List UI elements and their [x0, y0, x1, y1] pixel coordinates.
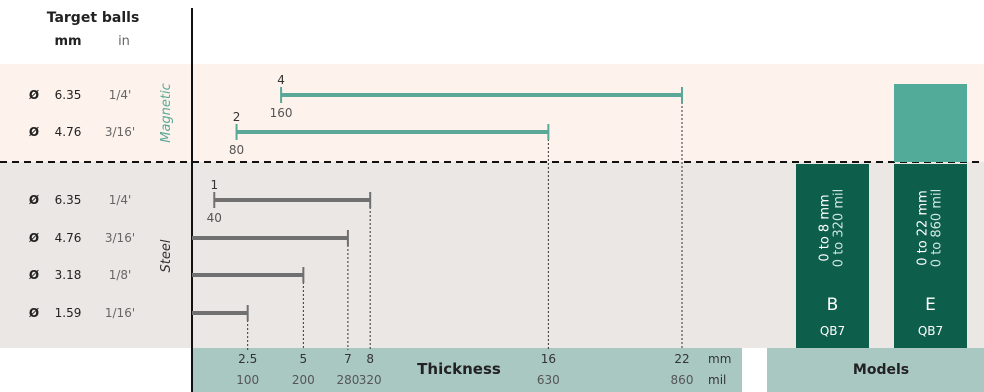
diameter-mm: 3.18 — [55, 268, 82, 282]
start-label-mm: 4 — [277, 73, 285, 87]
model-code: QB7 — [820, 324, 845, 338]
model-magnetic-block — [894, 84, 967, 162]
diameter-in: 3/16' — [105, 231, 135, 245]
axis-band — [193, 348, 742, 392]
x-axis-title: Thickness — [417, 360, 501, 378]
model-range-mm: 0 to 22 mm — [916, 190, 931, 266]
diameter-in: 1/8' — [109, 268, 132, 282]
model-range-mil: 0 to 860 mil — [930, 189, 945, 267]
model-range-text: 0 to 8 mm 0 to 320 mil — [818, 189, 847, 267]
tick-label-mm: 22 — [674, 352, 689, 366]
model-steel-block — [894, 164, 967, 348]
model-code: QB7 — [918, 324, 943, 338]
group-label-magnetic: Magnetic — [159, 83, 174, 143]
x-unit-mil: mil — [708, 373, 726, 387]
models-title: Models — [853, 362, 909, 378]
tick-label-mil: 280 — [336, 373, 359, 387]
magnetic-band — [0, 64, 984, 162]
diameter-mm: 6.35 — [55, 88, 82, 102]
diameter-symbol: Ø — [29, 193, 39, 207]
tick-label-mm: 8 — [366, 352, 374, 366]
diameter-mm: 4.76 — [55, 125, 82, 139]
tick-label-mm: 2.5 — [238, 352, 257, 366]
diameter-mm: 6.35 — [55, 193, 82, 207]
start-label-mm: 2 — [233, 110, 241, 124]
tick-label-mm: 7 — [344, 352, 352, 366]
header-unit-mm: mm — [54, 34, 81, 49]
diameter-mm: 4.76 — [55, 231, 82, 245]
tick-label-mil: 200 — [292, 373, 315, 387]
models-band — [767, 348, 984, 392]
model-range-text: 0 to 22 mm 0 to 860 mil — [916, 189, 945, 267]
diameter-symbol: Ø — [29, 231, 39, 245]
header-title: Target balls — [47, 10, 140, 26]
diameter-in: 1/16' — [105, 306, 135, 320]
model-range-mm: 0 to 8 mm — [818, 194, 833, 261]
header-unit-in: in — [118, 34, 130, 49]
tick-label-mil: 100 — [236, 373, 259, 387]
diameter-in: 1/4' — [109, 88, 132, 102]
diameter-symbol: Ø — [29, 125, 39, 139]
start-label-mil: 40 — [207, 211, 222, 225]
start-label-mil: 80 — [229, 143, 244, 157]
model-letter: E — [925, 295, 936, 315]
diameter-mm: 1.59 — [55, 306, 82, 320]
tick-label-mm: 5 — [300, 352, 308, 366]
model-steel-block — [796, 164, 869, 348]
start-label-mil: 160 — [270, 106, 293, 120]
diameter-in: 3/16' — [105, 125, 135, 139]
x-unit-mm: mm — [708, 352, 731, 366]
tick-label-mil: 320 — [359, 373, 382, 387]
diameter-symbol: Ø — [29, 88, 39, 102]
diameter-symbol: Ø — [29, 268, 39, 282]
diameter-symbol: Ø — [29, 306, 39, 320]
start-label-mm: 1 — [210, 178, 218, 192]
tick-label-mil: 630 — [537, 373, 560, 387]
model-range-mil: 0 to 320 mil — [832, 189, 847, 267]
diameter-in: 1/4' — [109, 193, 132, 207]
model-letter: B — [827, 295, 839, 315]
tick-label-mm: 16 — [541, 352, 556, 366]
group-label-steel: Steel — [159, 239, 174, 272]
tick-label-mil: 860 — [671, 373, 694, 387]
